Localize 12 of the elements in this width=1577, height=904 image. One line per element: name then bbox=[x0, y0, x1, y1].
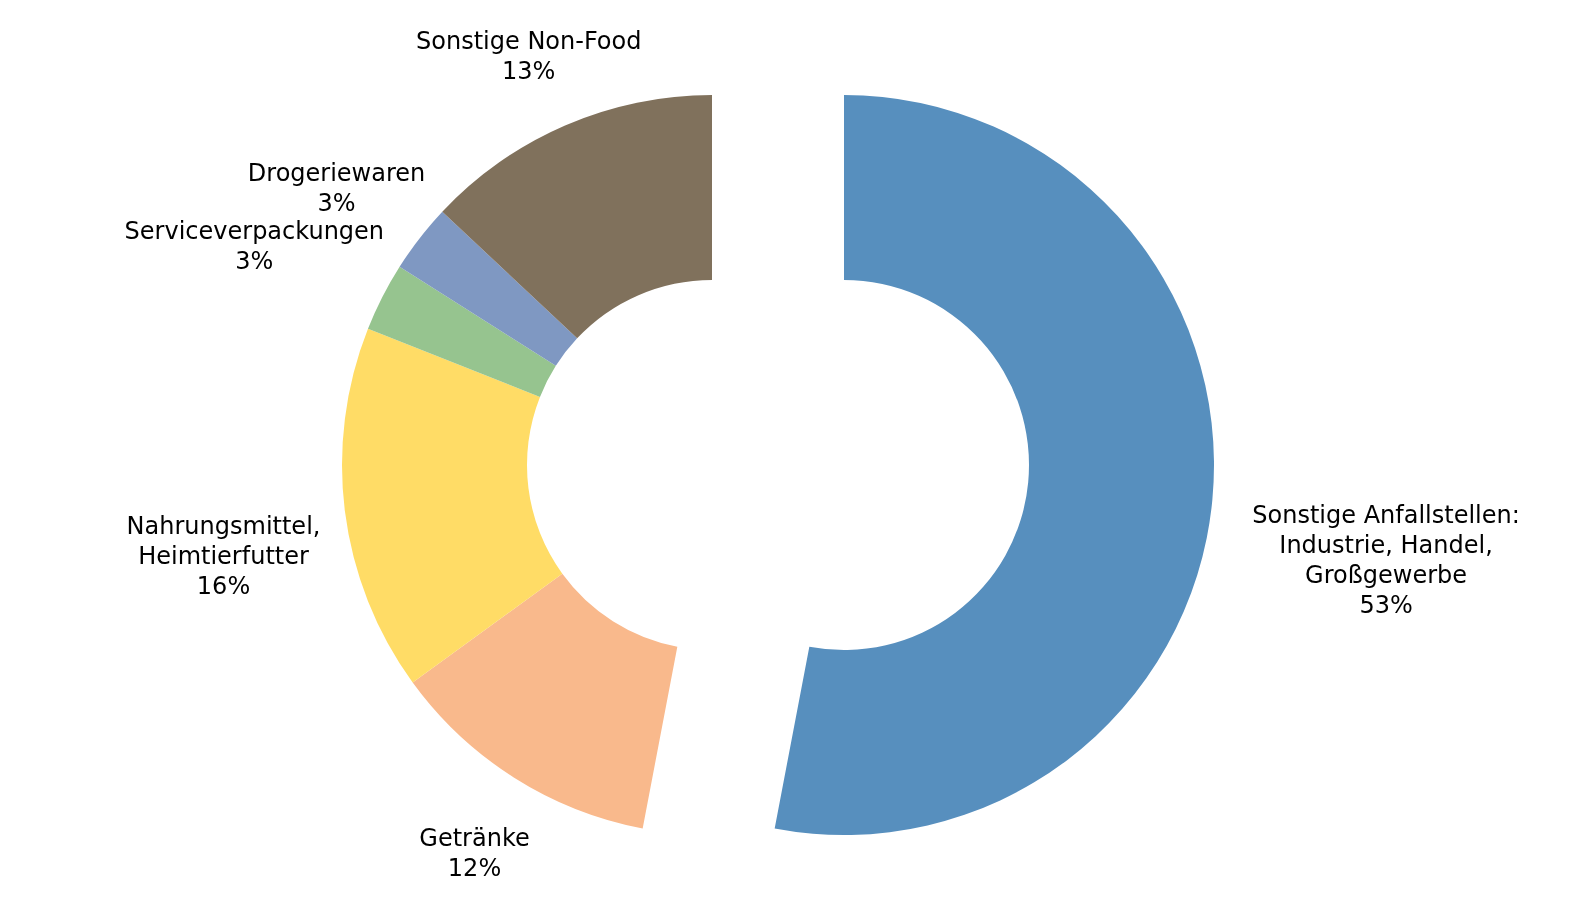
slice-label: Sonstige Non-Food bbox=[416, 26, 642, 55]
slice-label: Serviceverpackungen bbox=[124, 216, 385, 245]
data-label: 53% bbox=[1359, 591, 1413, 620]
slice-label: Drogeriewaren bbox=[247, 158, 426, 187]
slice-label: Getränke bbox=[419, 824, 530, 853]
data-label: 12% bbox=[447, 854, 502, 883]
data-label: 3% bbox=[235, 246, 274, 275]
data-label: 13% bbox=[502, 56, 556, 85]
data-label: 3% bbox=[317, 188, 356, 217]
slice-label: Nahrungsmittel, Heimtierfutter bbox=[126, 511, 321, 570]
data-label: 16% bbox=[196, 571, 251, 600]
slice-label: Sonstige Anfallstellen: Industrie, Handel, Großgewerbe bbox=[1252, 501, 1520, 590]
